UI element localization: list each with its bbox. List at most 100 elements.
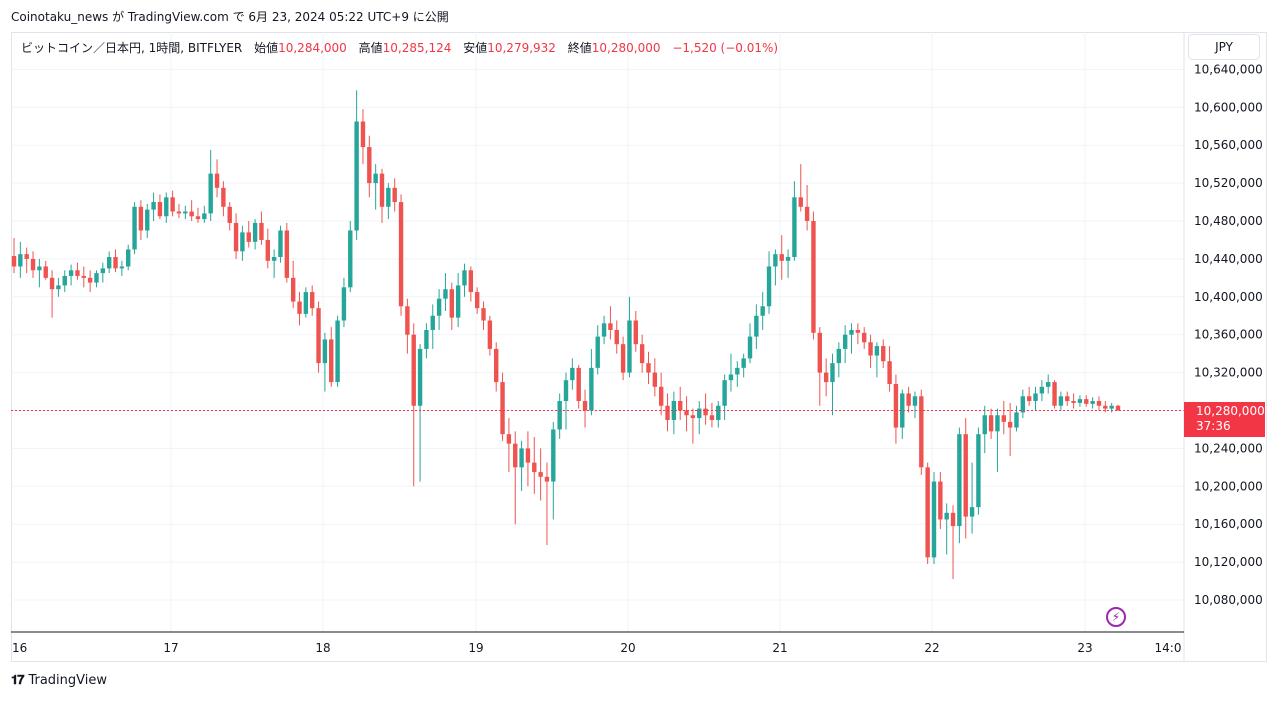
candle-body: [760, 306, 765, 316]
candle-body: [1058, 396, 1064, 406]
candle-body: [1026, 396, 1032, 402]
candle-body: [982, 415, 987, 435]
candle-body: [716, 405, 721, 420]
candle-body: [252, 222, 258, 242]
candle-body: [671, 401, 677, 420]
candle-body: [881, 346, 886, 362]
candle-body: [1001, 415, 1006, 422]
publish-caption: Coinotaku_news が TradingView.com で 6月 23…: [11, 10, 449, 24]
candle-body: [551, 429, 556, 482]
price-tick-label: 10,160,000: [1194, 517, 1263, 531]
candle-body: [113, 257, 118, 269]
candle-body: [601, 323, 607, 337]
candle-body: [278, 230, 283, 258]
candle-body: [386, 187, 391, 207]
candle-body: [271, 257, 277, 261]
high-label: 高値: [358, 41, 383, 55]
candle-body: [329, 339, 334, 383]
candle-body: [208, 173, 213, 214]
candle-body: [138, 206, 144, 231]
candle-body: [665, 405, 670, 420]
candle-body: [11, 256, 17, 267]
candle-body: [151, 202, 156, 210]
candle-body: [1052, 382, 1057, 406]
candle-body: [221, 187, 226, 207]
candle-body: [893, 383, 899, 428]
candle-body: [62, 275, 67, 286]
candle-body: [1084, 399, 1089, 404]
currency-button[interactable]: JPY: [1188, 34, 1260, 60]
candle-body: [849, 329, 854, 335]
candle-body: [398, 202, 404, 307]
candle-body: [411, 334, 416, 406]
open-label: 始値: [254, 41, 279, 55]
price-tick-label: 10,440,000: [1194, 252, 1263, 266]
candle-body: [449, 289, 454, 318]
candle-body: [830, 363, 835, 383]
price-tick-label: 10,480,000: [1194, 214, 1263, 228]
price-tick-label: 10,600,000: [1194, 100, 1263, 114]
candle-body: [836, 348, 842, 364]
price-tick-label: 10,640,000: [1194, 62, 1263, 76]
candle-body: [284, 230, 290, 278]
candle-body: [1077, 399, 1083, 403]
candle-body: [1007, 421, 1013, 428]
candle-body: [627, 320, 632, 373]
candle-body: [779, 254, 784, 261]
candle-body: [506, 434, 512, 444]
candle-body: [462, 270, 467, 286]
lightning-bolt-icon[interactable]: ⚡: [1106, 607, 1126, 627]
price-tick-label: 10,120,000: [1194, 555, 1263, 569]
candle-body: [608, 323, 613, 330]
candle-body: [842, 334, 848, 349]
candle-body: [709, 415, 715, 420]
candle-body: [1090, 401, 1095, 404]
candle-body: [988, 415, 994, 432]
candle-body: [862, 332, 867, 343]
candle-body: [430, 315, 435, 330]
candle-body: [106, 257, 112, 269]
price-tick-label: 10,400,000: [1194, 290, 1263, 304]
candle-body: [798, 197, 803, 207]
candle-body: [1096, 401, 1102, 406]
time-tick-label: 19: [468, 641, 483, 655]
price-tick-label: 10,560,000: [1194, 138, 1263, 152]
candle-body: [925, 467, 930, 558]
candle-body: [87, 277, 93, 283]
candle-body: [157, 202, 163, 217]
candle-body: [576, 367, 581, 402]
candle-body: [944, 512, 949, 520]
candle-body: [43, 266, 48, 278]
candle-body: [1020, 396, 1026, 413]
candle-body: [1039, 386, 1045, 394]
candle-body: [658, 386, 664, 406]
tradingview-logo-icon: 𝟏𝟕: [11, 673, 25, 688]
close-label: 終値: [567, 41, 592, 55]
open-value: 10,284,000: [278, 41, 347, 55]
candle-body: [811, 221, 816, 333]
price-tick-label: 10,200,000: [1194, 479, 1263, 493]
candle-body: [100, 268, 106, 274]
candle-body: [119, 266, 125, 269]
candle-body: [56, 285, 61, 290]
candle-body: [938, 481, 943, 520]
grid: [11, 32, 1184, 632]
candle-body: [519, 448, 524, 468]
candle-body: [126, 249, 131, 267]
candle-body: [722, 380, 727, 406]
candle-body: [18, 254, 23, 267]
candle-body: [405, 306, 410, 335]
low-label: 安値: [463, 41, 488, 55]
candle-body: [754, 315, 759, 337]
time-tick-label: 20: [620, 641, 635, 655]
candle-body: [1103, 405, 1108, 409]
symbol-label[interactable]: ビットコイン／日本円, 1時間, BITFLYER: [21, 41, 243, 55]
candle-body: [684, 410, 689, 416]
chart-frame: [11, 32, 1267, 662]
high-value: 10,285,124: [382, 41, 452, 55]
candles: [11, 90, 1121, 580]
tradingview-footer[interactable]: 𝟏𝟕 TradingView: [11, 673, 107, 688]
candle-body: [1046, 382, 1051, 387]
candle-body: [589, 367, 594, 411]
